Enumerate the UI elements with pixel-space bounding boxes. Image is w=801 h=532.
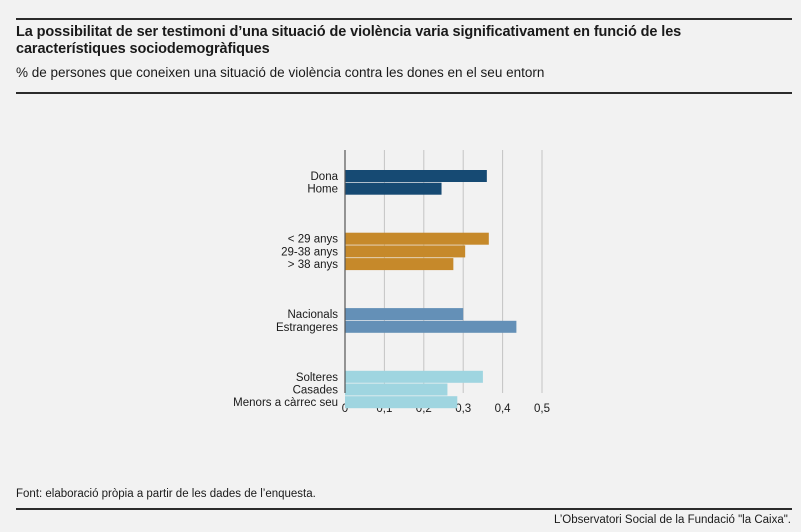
bar	[345, 170, 487, 182]
top-rule	[16, 18, 792, 20]
chart-title: La possibilitat de ser testimoni d’una s…	[16, 24, 682, 57]
bar	[345, 320, 517, 333]
category-label: 29-38 anys	[281, 246, 338, 258]
category-label: Casades	[293, 385, 339, 397]
bar	[345, 245, 466, 258]
bar	[345, 370, 483, 383]
bar	[345, 308, 464, 321]
category-label: > 38 anys	[288, 259, 338, 271]
header-rule	[16, 92, 792, 94]
x-tick-label: 0	[342, 403, 348, 415]
chart-subtitle: % de persones que coneixen una situació …	[16, 65, 545, 80]
x-tick-label: 0,5	[534, 403, 550, 415]
category-label: Home	[307, 184, 338, 196]
category-label: Solteres	[296, 372, 338, 384]
category-label: Menors a càrrec seu	[233, 397, 338, 409]
source-note: Font: elaboració pròpia a partir de les …	[16, 488, 316, 500]
bar	[345, 396, 458, 409]
bar	[345, 383, 448, 396]
category-label: < 29 anys	[288, 234, 338, 246]
x-tick-label: 0,3	[455, 403, 471, 415]
category-label: Dona	[311, 171, 339, 183]
x-tick-label: 0,4	[495, 403, 512, 415]
footer-rule	[16, 508, 792, 510]
bar	[345, 182, 442, 195]
category-label: Nacionals	[288, 309, 339, 321]
category-label: Estrangeres	[276, 322, 338, 334]
credit-text: L’Observatori Social de la Fundació "la …	[553, 514, 791, 526]
bar	[345, 258, 454, 271]
bar	[345, 232, 489, 245]
